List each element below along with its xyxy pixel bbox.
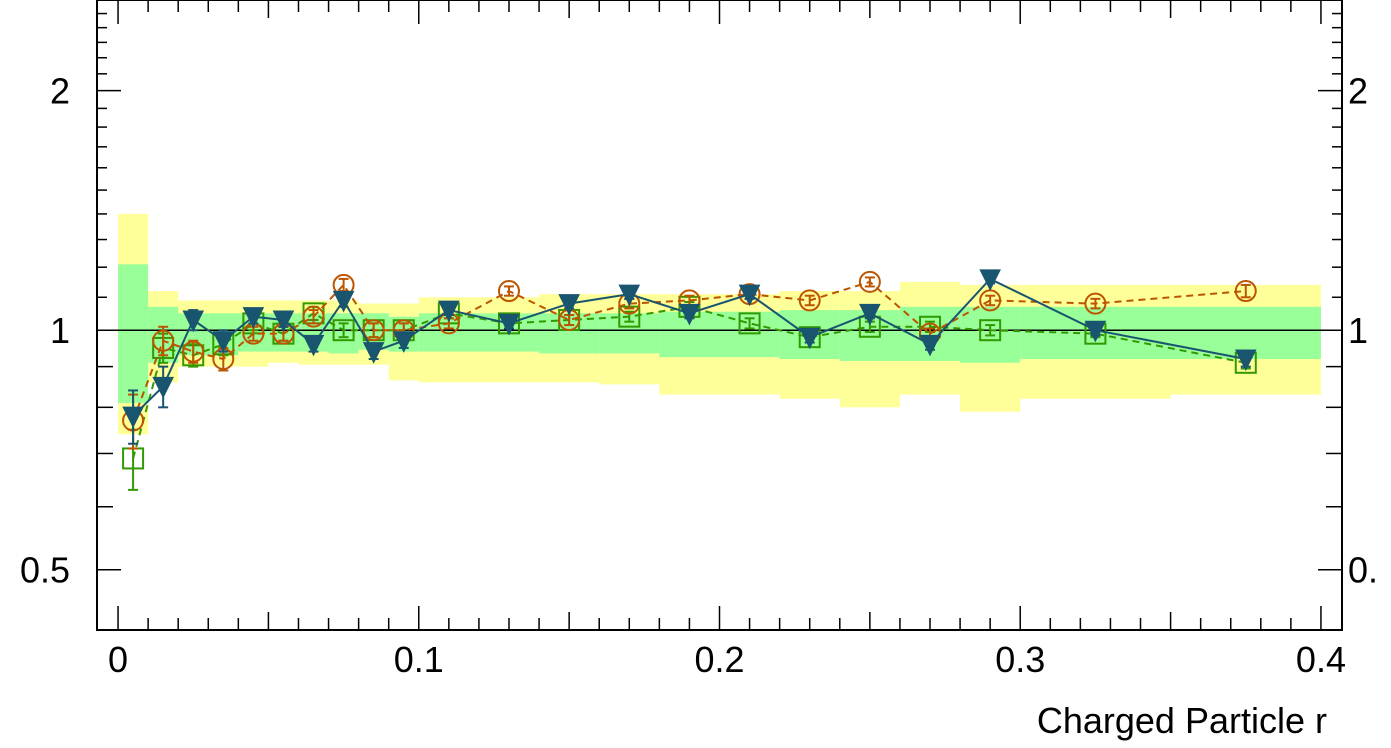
series-2-point — [498, 313, 520, 336]
series-2-point — [979, 269, 1001, 292]
series-1-point — [152, 329, 175, 352]
series-2-line — [132, 277, 1246, 417]
series-0-point — [979, 319, 1002, 342]
series-1-point — [182, 340, 205, 363]
series-1-point — [362, 319, 385, 342]
y-tick-label: 2 — [50, 71, 70, 112]
series-1 — [122, 270, 1257, 450]
series-2-point — [242, 307, 265, 329]
series-2-point — [1234, 349, 1257, 372]
series-2-point — [302, 334, 325, 357]
series-1-point — [1234, 280, 1257, 303]
x-axis-label: Charged Particle r — [1037, 700, 1327, 741]
y-tick-label-right: 0. — [1348, 550, 1378, 591]
series-2-point — [392, 331, 415, 353]
axis-ticks — [97, 0, 1342, 630]
series-2-point — [738, 284, 761, 307]
series-2-point — [798, 327, 821, 350]
series-1-line — [132, 280, 1246, 421]
series-2-point — [438, 300, 460, 323]
series-2-point — [678, 303, 701, 326]
series-2-point — [212, 331, 235, 353]
series-2-point — [558, 294, 580, 316]
series-2-point — [332, 290, 355, 313]
y-tick-label-right: 2 — [1348, 71, 1368, 112]
series-2-point — [272, 310, 295, 333]
series-1-point — [302, 305, 325, 328]
series-1-point — [497, 280, 520, 303]
series-2-point — [859, 303, 881, 326]
x-tick-label: 0.4 — [1296, 639, 1346, 680]
series-2 — [122, 269, 1257, 445]
series-1-point — [858, 270, 881, 293]
series-2-point — [1084, 320, 1107, 343]
band-1-bin-0 — [118, 264, 149, 404]
y-tick-label: 1 — [50, 310, 70, 351]
series-2-point — [122, 406, 144, 429]
y-tick-label-right: 1 — [1348, 310, 1368, 351]
series-2-point — [182, 310, 205, 333]
y-tick-label: 0.5 — [20, 550, 70, 591]
series-2-point — [919, 334, 941, 357]
data-series — [122, 269, 1257, 491]
x-tick-label: 0.3 — [995, 639, 1045, 680]
series-2-point — [152, 376, 174, 399]
series-0-point — [738, 312, 761, 335]
series-2-point — [362, 342, 385, 364]
tick-labels: 0 0.1 0.2 0.3 0.40.5 0.1 12 2 — [20, 71, 1378, 680]
x-tick-label: 0 — [108, 639, 128, 680]
series-1-point — [798, 289, 821, 312]
series-1-point — [1084, 292, 1107, 315]
x-tick-label: 0.1 — [394, 639, 444, 680]
series-0-line — [132, 305, 1246, 459]
x-tick-label: 0.2 — [694, 639, 744, 680]
series-2-point — [618, 284, 641, 307]
series-0-point — [332, 319, 355, 342]
